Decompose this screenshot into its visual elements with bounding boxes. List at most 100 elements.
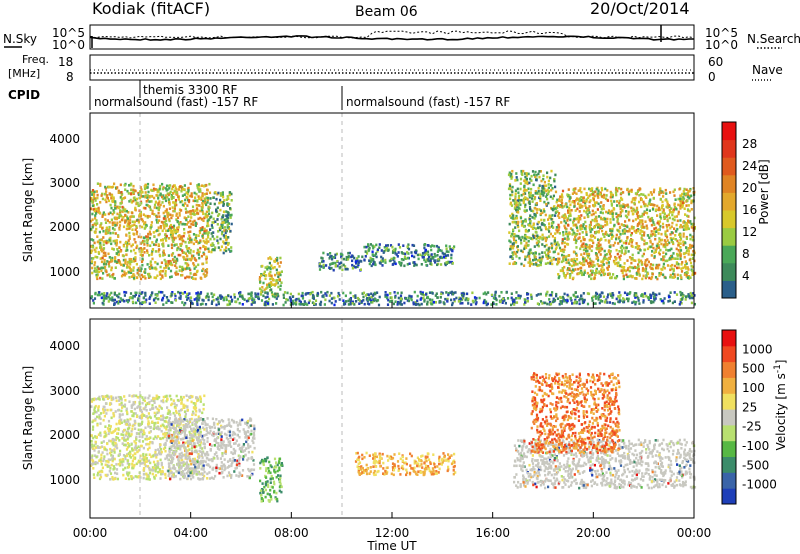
range-cell: [355, 300, 358, 303]
range-cell: [513, 250, 516, 254]
range-cell: [539, 260, 542, 263]
range-cell: [657, 246, 661, 249]
colorbar-swatch: [722, 245, 736, 264]
range-cell: [689, 237, 692, 241]
range-cell: [323, 303, 326, 306]
range-cell: [632, 300, 635, 304]
range-cell: [162, 197, 165, 201]
range-cell: [171, 225, 174, 229]
range-cell: [621, 232, 624, 235]
range-cell: [199, 291, 203, 294]
range-cell: [142, 213, 145, 216]
range-cell: [169, 228, 172, 232]
range-cell: [516, 250, 519, 254]
range-cell: [669, 233, 672, 236]
range-cell: [673, 203, 676, 206]
range-cell: [652, 190, 655, 194]
range-cell: [231, 298, 234, 302]
range-cell: [339, 265, 342, 269]
range-cell: [202, 200, 205, 203]
range-cell: [627, 267, 630, 270]
range-cell: [184, 198, 187, 202]
range-cell: [583, 216, 586, 219]
range-cell: [184, 240, 187, 244]
range-cell: [591, 218, 594, 222]
range-cell: [604, 223, 607, 227]
range-cell: [394, 247, 397, 251]
range-cell: [522, 169, 525, 173]
range-cell: [328, 294, 331, 297]
range-cell: [669, 236, 672, 240]
range-cell: [576, 226, 579, 229]
range-cell: [650, 230, 653, 233]
range-cell: [656, 242, 659, 246]
range-cell: [595, 267, 598, 271]
range-cell: [190, 216, 193, 219]
range-cell: [117, 216, 120, 219]
range-cell: [203, 275, 206, 278]
range-cell: [550, 188, 553, 192]
range-cell: [544, 213, 547, 217]
range-cell: [373, 245, 376, 248]
range-cell: [545, 189, 548, 193]
range-cell: [573, 238, 576, 241]
range-cell: [141, 301, 144, 304]
range-cell: [657, 266, 660, 270]
range-cell: [362, 291, 366, 295]
range-cell: [610, 193, 613, 197]
range-cell: [184, 261, 187, 265]
range-cell: [562, 255, 565, 259]
range-cell: [426, 302, 429, 306]
range-cell: [205, 258, 208, 261]
range-cell: [353, 256, 356, 260]
range-cell: [565, 255, 568, 258]
beam-title: Beam 06: [355, 4, 418, 20]
range-cell: [201, 194, 204, 197]
range-cell: [217, 230, 220, 233]
range-cell: [687, 268, 690, 271]
range-cell: [608, 301, 611, 304]
range-cell: [175, 218, 178, 221]
range-cell: [679, 238, 682, 242]
range-cell: [606, 253, 609, 256]
range-cell: [679, 197, 682, 200]
range-cell: [266, 286, 269, 289]
range-cell: [646, 263, 649, 267]
range-cell: [171, 301, 174, 304]
range-cell: [535, 178, 538, 182]
range-cell: [509, 214, 512, 218]
range-cell: [499, 300, 502, 303]
range-cell: [425, 263, 428, 267]
range-cell: [535, 211, 539, 214]
range-cell: [175, 214, 178, 217]
range-cell: [691, 235, 694, 239]
range-cell: [684, 226, 687, 229]
range-cell: [94, 217, 97, 220]
range-cell: [572, 261, 575, 264]
range-cell: [586, 302, 590, 306]
range-cell: [187, 241, 191, 244]
range-cell: [646, 247, 650, 251]
range-cell: [114, 224, 117, 227]
range-cell: [157, 208, 160, 212]
range-cell: [657, 251, 661, 255]
range-cell: [517, 206, 520, 210]
range-cell: [90, 443, 94, 446]
range-cell: [227, 303, 230, 306]
range-cell: [574, 209, 577, 212]
range-cell: [623, 252, 626, 256]
range-cell: [181, 301, 184, 304]
range-cell: [200, 207, 203, 210]
range-cell: [96, 222, 99, 225]
range-cell: [426, 250, 430, 254]
range-cell: [378, 243, 381, 246]
range-cell: [557, 228, 560, 232]
range-cell: [535, 208, 538, 211]
range-cell: [230, 192, 233, 196]
range-cell: [169, 184, 172, 187]
range-cell: [644, 194, 647, 198]
range-cell: [427, 244, 430, 247]
range-cell: [99, 223, 102, 227]
range-cell: [578, 232, 581, 236]
range-cell: [597, 226, 600, 229]
